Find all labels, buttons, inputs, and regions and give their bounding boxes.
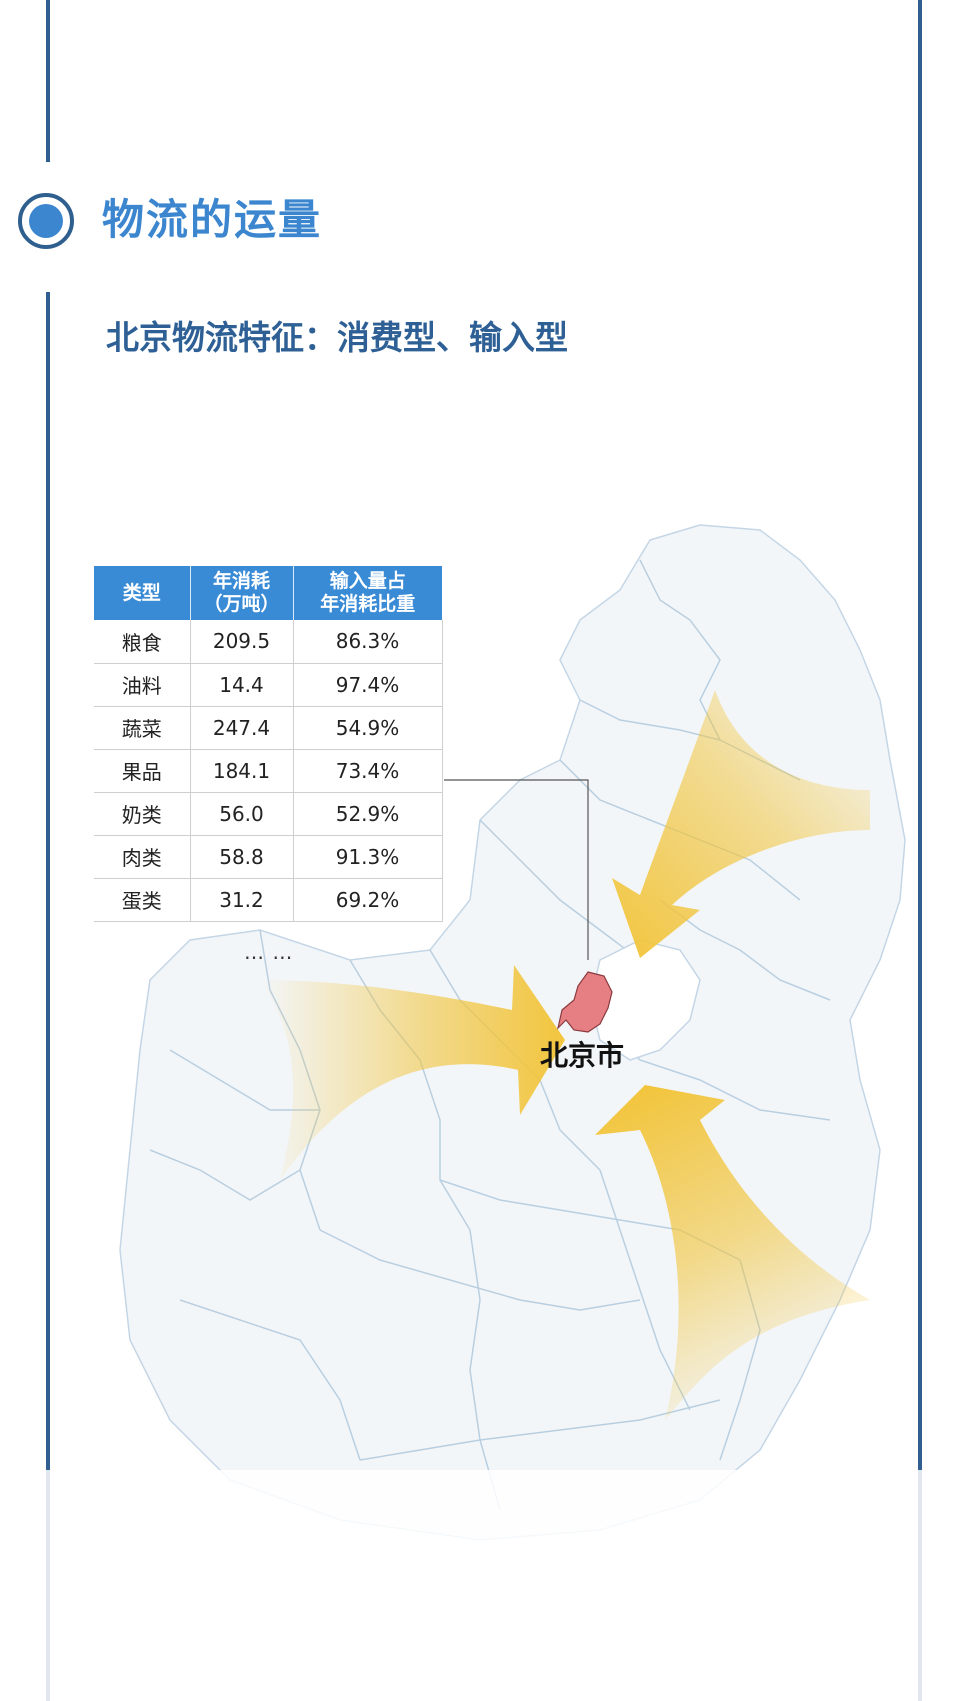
cell-type: 粮食 — [94, 620, 191, 664]
header-ratio-line1: 输入量占 — [329, 570, 406, 592]
cell-type: 蔬菜 — [94, 706, 191, 750]
table-header-row: 类型 年消耗 （万吨） 输入量占 年消耗比重 — [94, 566, 442, 620]
cell-ratio: 91.3% — [293, 835, 443, 879]
section-title: 物流的运量 — [102, 195, 323, 244]
beijing-label: 北京市 — [540, 1039, 625, 1072]
cell-type: 油料 — [94, 663, 191, 707]
consumption-table: 类型 年消耗 （万吨） 输入量占 年消耗比重 粮食 209.5 86.3% 油料… — [94, 566, 443, 922]
fade-bottom — [0, 1470, 968, 1701]
cell-ratio: 97.4% — [293, 663, 443, 707]
table-row: 油料 14.4 97.4% — [94, 663, 443, 707]
arrow-west — [260, 965, 565, 1180]
frame-line-left-top — [46, 0, 50, 162]
header-consumption-line2: （万吨） — [203, 593, 280, 615]
header-consumption: 年消耗 （万吨） — [190, 566, 294, 620]
table-more-ellipsis: … … — [244, 940, 294, 964]
cell-ratio: 52.9% — [293, 792, 443, 836]
cell-consumption: 209.5 — [190, 620, 294, 664]
cell-type: 果品 — [94, 749, 191, 793]
arrow-northeast — [612, 690, 870, 958]
header-type: 类型 — [94, 566, 191, 620]
cell-ratio: 73.4% — [293, 749, 443, 793]
callout-line — [444, 779, 589, 960]
cell-type: 奶类 — [94, 792, 191, 836]
header-consumption-line1: 年消耗 — [212, 570, 270, 592]
frame-line-right — [918, 0, 922, 1701]
table-row: 肉类 58.8 91.3% — [94, 835, 443, 879]
cell-ratio: 69.2% — [293, 878, 443, 922]
table-row: 蔬菜 247.4 54.9% — [94, 706, 443, 750]
cell-consumption: 58.8 — [190, 835, 294, 879]
section-marker-icon — [18, 193, 74, 249]
frame-line-left — [46, 292, 50, 1701]
table-row: 果品 184.1 73.4% — [94, 749, 443, 793]
cell-consumption: 247.4 — [190, 706, 294, 750]
header-ratio-line2: 年消耗比重 — [320, 593, 416, 615]
arrow-south — [595, 1085, 870, 1420]
cell-ratio: 54.9% — [293, 706, 443, 750]
cell-consumption: 56.0 — [190, 792, 294, 836]
page-subtitle: 北京物流特征：消费型、输入型 — [106, 318, 568, 357]
cell-ratio: 86.3% — [293, 620, 443, 664]
cell-consumption: 31.2 — [190, 878, 294, 922]
cell-type: 肉类 — [94, 835, 191, 879]
cell-consumption: 184.1 — [190, 749, 294, 793]
table-row: 蛋类 31.2 69.2% — [94, 878, 443, 922]
table-row: 粮食 209.5 86.3% — [94, 620, 443, 664]
table-row: 奶类 56.0 52.9% — [94, 792, 443, 836]
cell-consumption: 14.4 — [190, 663, 294, 707]
header-ratio: 输入量占 年消耗比重 — [293, 566, 442, 620]
cell-type: 蛋类 — [94, 878, 191, 922]
beijing-shape — [556, 971, 613, 1033]
